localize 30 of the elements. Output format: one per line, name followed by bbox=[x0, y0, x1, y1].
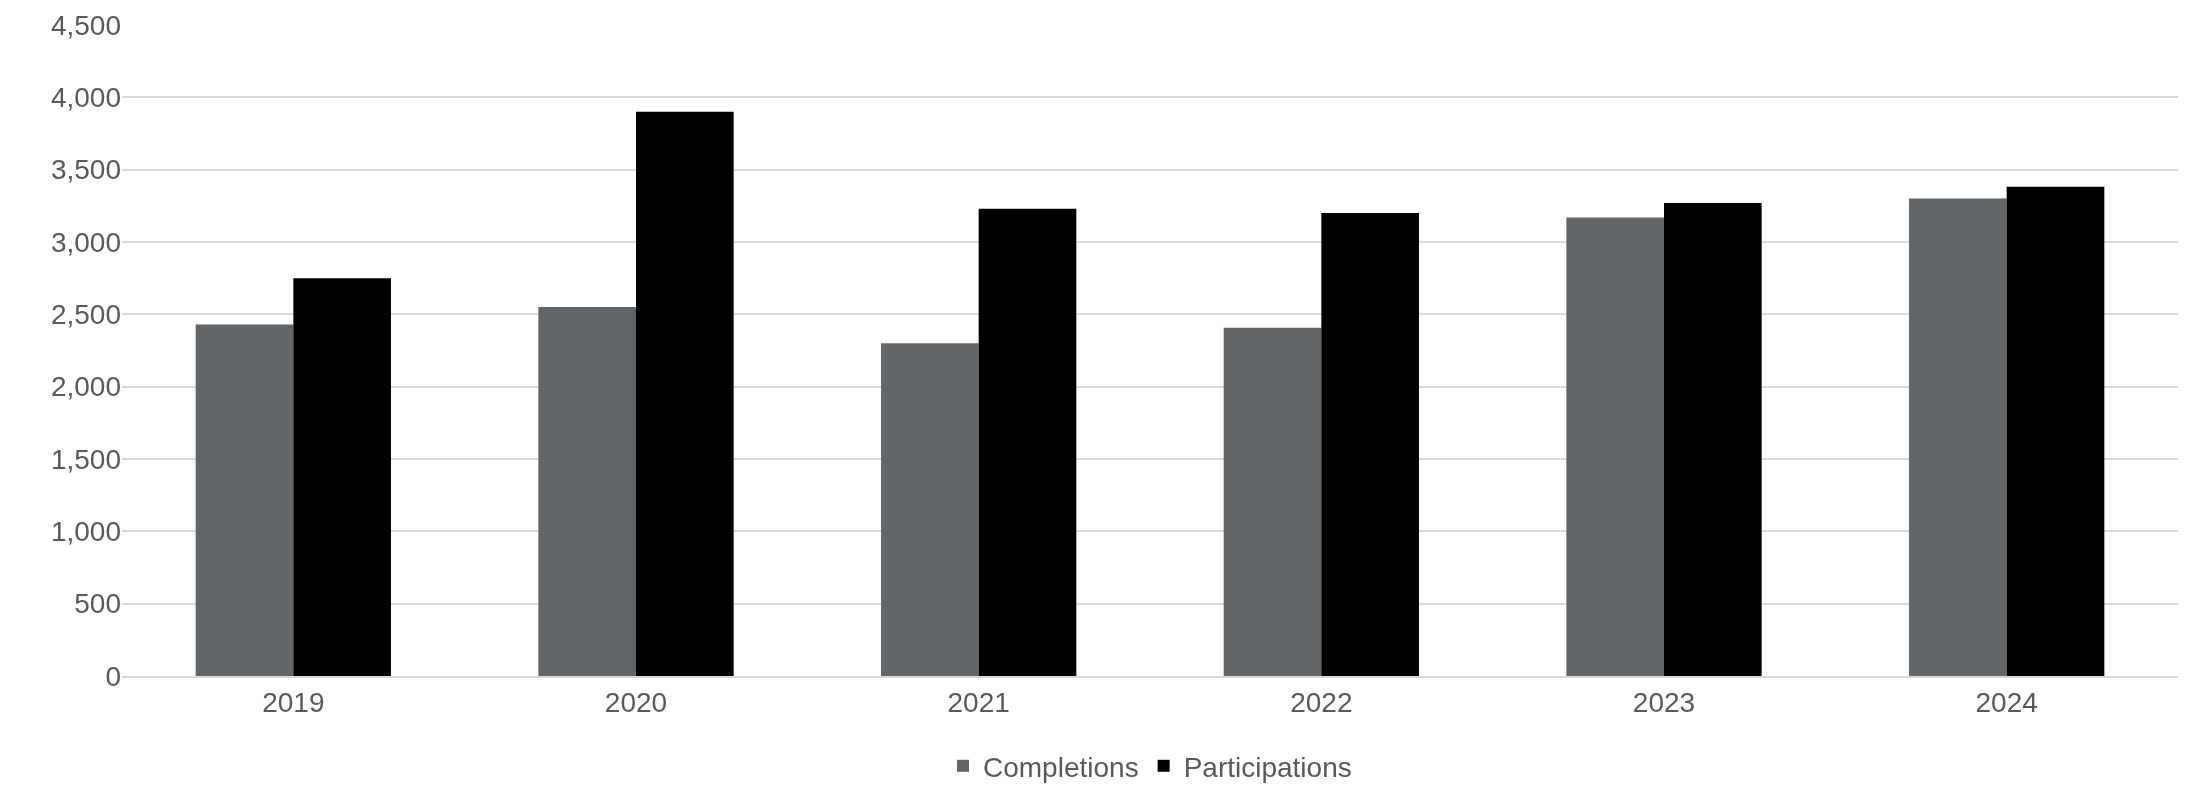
legend-label: Participations bbox=[1183, 751, 1352, 783]
x-tick-label: 2022 bbox=[1290, 686, 1353, 718]
y-tick-label: 2,000 bbox=[50, 371, 121, 403]
bar bbox=[881, 343, 979, 676]
bar bbox=[1909, 198, 2007, 676]
y-tick-label: 4,000 bbox=[50, 82, 121, 114]
bar bbox=[195, 324, 294, 676]
y-tick-label: 1,500 bbox=[50, 443, 121, 475]
x-tick-label: 2024 bbox=[1975, 686, 2038, 718]
bar bbox=[1223, 327, 1322, 676]
y-tick-label: 3,000 bbox=[50, 226, 121, 258]
y-tick-label: 2,500 bbox=[50, 299, 121, 331]
x-tick-label: 2019 bbox=[262, 686, 325, 718]
y-tick-label: 4,500 bbox=[50, 9, 121, 41]
x-tick-label: 2023 bbox=[1632, 686, 1696, 718]
x-tick-label: 2021 bbox=[947, 686, 1010, 718]
bar bbox=[1321, 213, 1419, 676]
y-tick-label: 500 bbox=[74, 588, 121, 620]
bar bbox=[1664, 202, 1762, 676]
x-tick-label: 2020 bbox=[604, 686, 668, 718]
bar bbox=[1566, 217, 1664, 676]
bar bbox=[978, 208, 1077, 676]
bar bbox=[2006, 186, 2105, 676]
y-tick-label: 0 bbox=[105, 660, 121, 692]
bar bbox=[636, 111, 734, 676]
bar bbox=[538, 307, 636, 676]
y-tick-label: 3,500 bbox=[50, 154, 121, 186]
y-tick-label: 1,000 bbox=[50, 516, 121, 548]
bar bbox=[293, 278, 391, 676]
legend-label: Completions bbox=[983, 751, 1139, 783]
